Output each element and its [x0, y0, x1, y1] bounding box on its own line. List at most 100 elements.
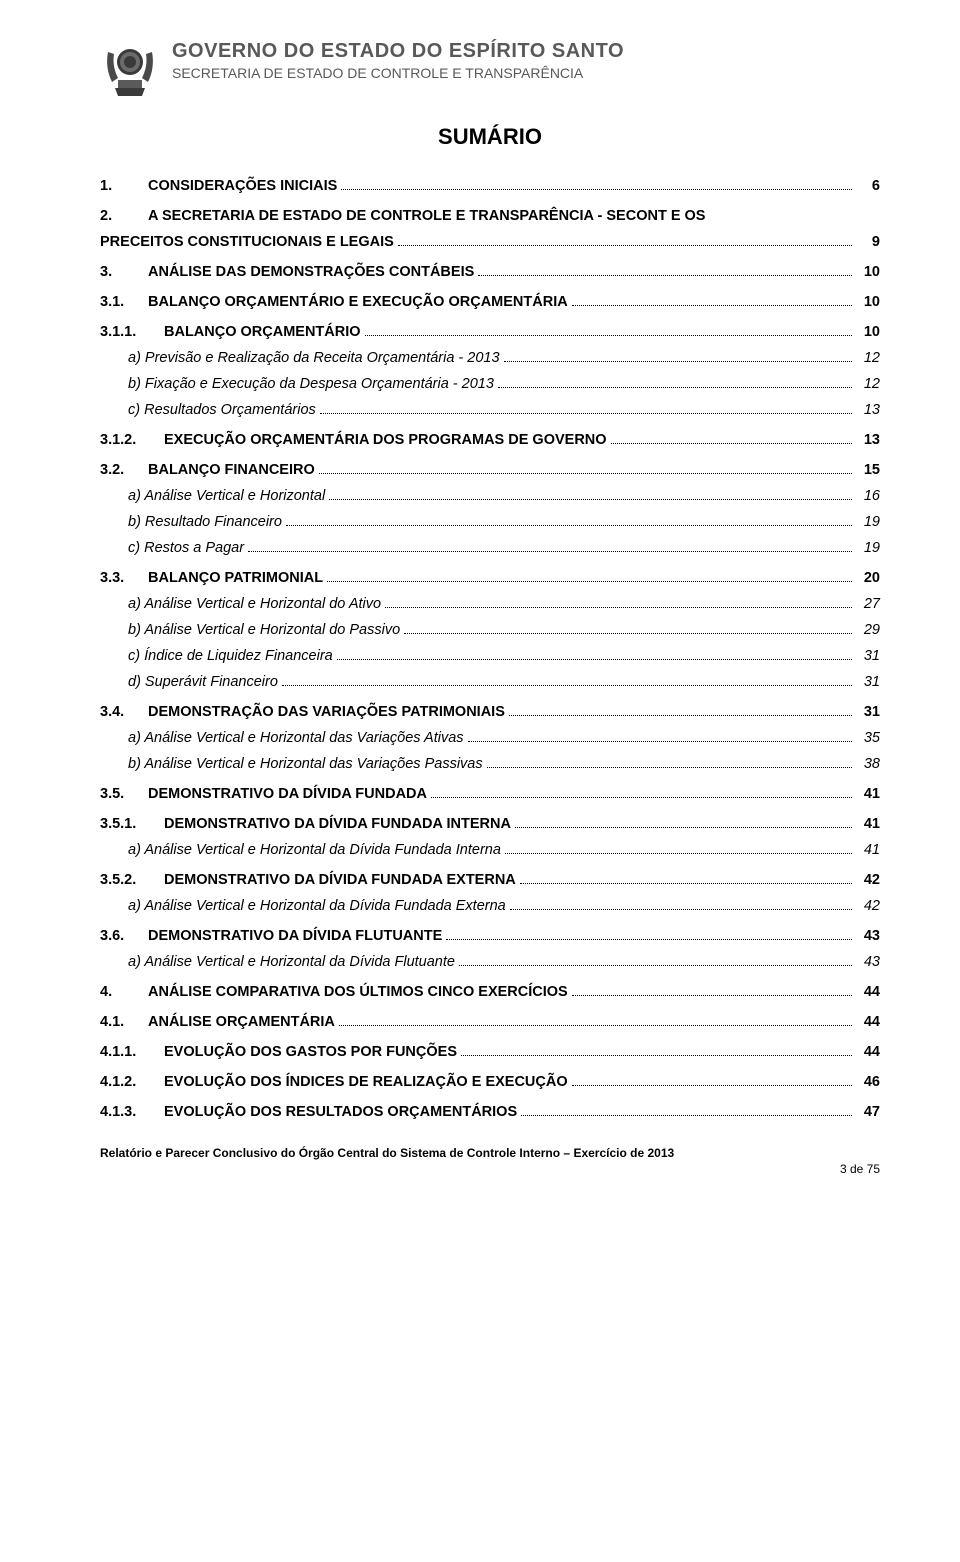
toc-number: 3.5.1. [100, 816, 164, 832]
toc-page: 12 [856, 376, 880, 392]
toc-label: b) Análise Vertical e Horizontal das Var… [128, 756, 483, 772]
toc-row: a) Análise Vertical e Horizontal 16 [100, 488, 880, 504]
toc-row: a) Análise Vertical e Horizontal da Dívi… [100, 842, 880, 858]
toc-page: 38 [856, 756, 880, 772]
toc-page: 41 [856, 786, 880, 802]
toc-label: c) Resultados Orçamentários [128, 402, 316, 418]
toc-row: b) Resultado Financeiro19 [100, 514, 880, 530]
toc-row: 3.3.BALANÇO PATRIMONIAL20 [100, 570, 880, 586]
toc-leader-dots [520, 883, 852, 884]
toc-leader-dots [431, 797, 852, 798]
toc-leader-dots [521, 1115, 852, 1116]
toc-row: b) Análise Vertical e Horizontal do Pass… [100, 622, 880, 638]
toc-row: b) Análise Vertical e Horizontal das Var… [100, 756, 880, 772]
toc-label: a) Análise Vertical e Horizontal [128, 488, 325, 504]
toc-leader-dots [365, 335, 852, 336]
toc-number: 3.1.2. [100, 432, 164, 448]
header-subtitle: SECRETARIA DE ESTADO DE CONTROLE E TRANS… [172, 65, 880, 81]
toc-label: DEMONSTRAÇÃO DAS VARIAÇÕES PATRIMONIAIS [148, 704, 505, 720]
toc-row: 3.2.BALANÇO FINANCEIRO15 [100, 462, 880, 478]
toc-number: 3.5.2. [100, 872, 164, 888]
toc-label: DEMONSTRATIVO DA DÍVIDA FLUTUANTE [148, 928, 442, 944]
toc-row: 3.5.DEMONSTRATIVO DA DÍVIDA FUNDADA41 [100, 786, 880, 802]
toc-row: a) Previsão e Realização da Receita Orça… [100, 350, 880, 366]
toc-leader-dots [282, 685, 852, 686]
toc-leader-dots [320, 413, 852, 414]
toc-row: 3.1.BALANÇO ORÇAMENTÁRIO E EXECUÇÃO ORÇA… [100, 294, 880, 310]
toc-leader-dots [468, 741, 852, 742]
toc-page: 15 [856, 462, 880, 478]
toc-label: a) Análise Vertical e Horizontal da Dívi… [128, 842, 501, 858]
toc-leader-dots [404, 633, 852, 634]
toc-label: a) Análise Vertical e Horizontal das Var… [128, 730, 464, 746]
toc-page: 46 [856, 1074, 880, 1090]
toc-leader-dots [385, 607, 852, 608]
toc-row: 3.1.1.BALANÇO ORÇAMENTÁRIO10 [100, 324, 880, 340]
toc-row: 3.ANÁLISE DAS DEMONSTRAÇÕES CONTÁBEIS10 [100, 264, 880, 280]
toc-row: 3.6.DEMONSTRATIVO DA DÍVIDA FLUTUANTE43 [100, 928, 880, 944]
toc-label: b) Resultado Financeiro [128, 514, 282, 530]
toc-leader-dots [572, 1085, 852, 1086]
toc-leader-dots [572, 305, 852, 306]
toc-label: BALANÇO FINANCEIRO [148, 462, 315, 478]
toc-page: 20 [856, 570, 880, 586]
toc-row: a) Análise Vertical e Horizontal do Ativ… [100, 596, 880, 612]
toc-leader-dots [319, 473, 852, 474]
toc-leader-dots [337, 659, 852, 660]
toc-leader-dots [339, 1025, 852, 1026]
toc-page: 12 [856, 350, 880, 366]
toc-page: 29 [856, 622, 880, 638]
toc-page: 31 [856, 648, 880, 664]
toc-page: 27 [856, 596, 880, 612]
toc-label: A SECRETARIA DE ESTADO DE CONTROLE E TRA… [148, 208, 705, 224]
toc-leader-dots [398, 245, 852, 246]
toc-row: a) Análise Vertical e Horizontal da Dívi… [100, 954, 880, 970]
toc-label: PRECEITOS CONSTITUCIONAIS E LEGAIS [100, 234, 394, 250]
toc-number: 4.1.3. [100, 1104, 164, 1120]
toc-page: 9 [856, 234, 880, 250]
toc-label: DEMONSTRATIVO DA DÍVIDA FUNDADA [148, 786, 427, 802]
toc-row: b) Fixação e Execução da Despesa Orçamen… [100, 376, 880, 392]
toc-row: 4.1.ANÁLISE ORÇAMENTÁRIA44 [100, 1014, 880, 1030]
toc-page: 31 [856, 704, 880, 720]
toc-label: ANÁLISE DAS DEMONSTRAÇÕES CONTÁBEIS [148, 264, 474, 280]
toc-label: a) Análise Vertical e Horizontal do Ativ… [128, 596, 381, 612]
toc-row: 1.CONSIDERAÇÕES INICIAIS6 [100, 178, 880, 194]
toc-row: 3.5.2.DEMONSTRATIVO DA DÍVIDA FUNDADA EX… [100, 872, 880, 888]
toc-row: 4.1.3.EVOLUÇÃO DOS RESULTADOS ORÇAMENTÁR… [100, 1104, 880, 1120]
toc-number: 4. [100, 984, 148, 1000]
toc-page: 6 [856, 178, 880, 194]
toc-number: 3. [100, 264, 148, 280]
toc-page: 16 [856, 488, 880, 504]
toc-leader-dots [572, 995, 852, 996]
toc-row: d) Superávit Financeiro31 [100, 674, 880, 690]
toc-row: PRECEITOS CONSTITUCIONAIS E LEGAIS 9 [100, 234, 880, 250]
toc-number: 3.1. [100, 294, 148, 310]
toc-label: c) Índice de Liquidez Financeira [128, 648, 333, 664]
toc-label: BALANÇO ORÇAMENTÁRIO E EXECUÇÃO ORÇAMENT… [148, 294, 568, 310]
toc-page: 47 [856, 1104, 880, 1120]
toc-leader-dots [327, 581, 852, 582]
toc-number: 4.1. [100, 1014, 148, 1030]
toc-label: CONSIDERAÇÕES INICIAIS [148, 178, 337, 194]
toc-leader-dots [515, 827, 852, 828]
document-header: GOVERNO DO ESTADO DO ESPÍRITO SANTO SECR… [100, 40, 880, 100]
toc-row: 3.1.2.EXECUÇÃO ORÇAMENTÁRIA DOS PROGRAMA… [100, 432, 880, 448]
toc-page: 10 [856, 324, 880, 340]
toc-page: 19 [856, 540, 880, 556]
toc-leader-dots [510, 909, 852, 910]
toc-label: BALANÇO ORÇAMENTÁRIO [164, 324, 361, 340]
header-title: GOVERNO DO ESTADO DO ESPÍRITO SANTO [172, 40, 880, 63]
toc-page: 44 [856, 1044, 880, 1060]
toc-page: 41 [856, 842, 880, 858]
toc-leader-dots [248, 551, 852, 552]
toc-row: 3.5.1.DEMONSTRATIVO DA DÍVIDA FUNDADA IN… [100, 816, 880, 832]
toc-row: 4.1.1.EVOLUÇÃO DOS GASTOS POR FUNÇÕES44 [100, 1044, 880, 1060]
toc-number: 3.4. [100, 704, 148, 720]
toc-leader-dots [341, 189, 852, 190]
toc-number: 4.1.2. [100, 1074, 164, 1090]
toc-label: c) Restos a Pagar [128, 540, 244, 556]
toc-leader-dots [446, 939, 852, 940]
toc-label: DEMONSTRATIVO DA DÍVIDA FUNDADA EXTERNA [164, 872, 516, 888]
toc-label: EVOLUÇÃO DOS GASTOS POR FUNÇÕES [164, 1044, 457, 1060]
